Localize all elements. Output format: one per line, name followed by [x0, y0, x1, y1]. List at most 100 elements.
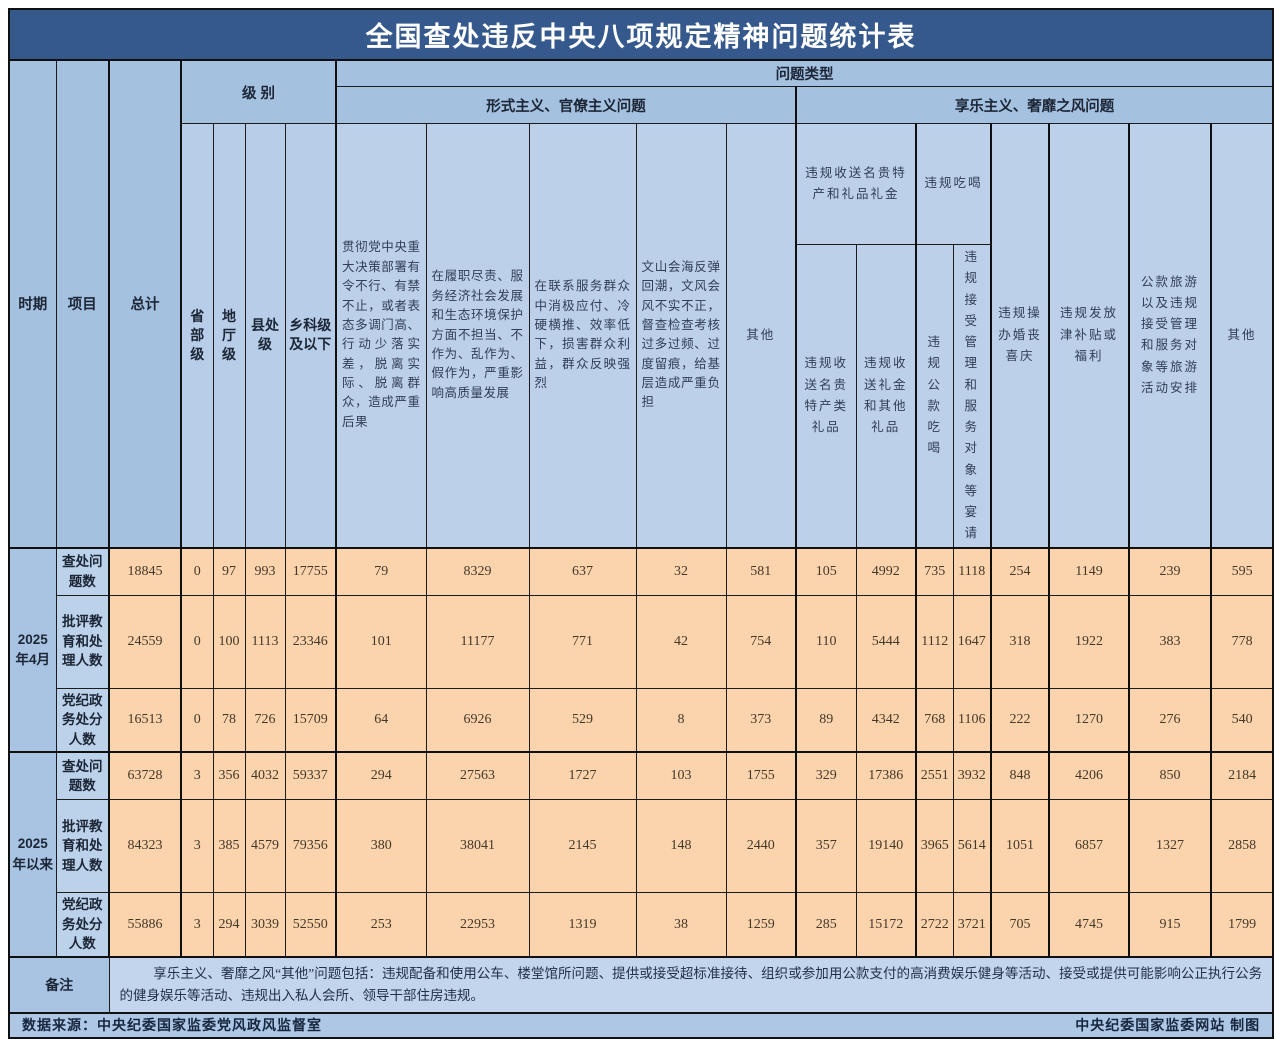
data-cell: 581	[725, 546, 797, 596]
data-cell: 3	[180, 751, 214, 801]
data-cell: 3039	[244, 892, 286, 958]
data-cell: 993	[244, 546, 286, 596]
data-cell: 3	[180, 892, 214, 958]
data-cell: 1149	[1048, 546, 1130, 596]
data-cell: 103	[635, 751, 727, 801]
data-cell: 294	[335, 751, 427, 801]
data-cell: 100	[212, 594, 246, 689]
data-cell: 27563	[425, 751, 530, 801]
data-cell: 6926	[425, 687, 530, 753]
data-cell: 79356	[284, 799, 337, 894]
data-cell: 18845	[108, 546, 182, 596]
data-cell: 357	[795, 799, 857, 894]
statistics-table: 全国查处违反中央八项规定精神问题统计表 时期 项目 总计 级 别 问题类型 形式…	[8, 8, 1275, 1039]
data-cell: 239	[1128, 546, 1212, 596]
data-cell: 285	[795, 892, 857, 958]
data-cell: 5444	[855, 594, 917, 689]
data-cell: 1727	[528, 751, 637, 801]
column-header-formalism-3: 在联系服务群众中消极应付、冷硬横推、效率低下，损害群众利益，群众反映强烈	[528, 123, 637, 548]
data-cell: 2184	[1209, 751, 1274, 801]
column-header-county-level: 县处级	[244, 123, 286, 548]
column-header-public-funds-dining: 违规公款吃喝	[915, 244, 954, 548]
column-header-formalism-2: 在履职尽责、服务经济社会发展和生态环境保护方面不担当、不作为、乱作为、假作为，严…	[425, 123, 530, 548]
data-cell: 11177	[425, 594, 530, 689]
data-cell: 4992	[855, 546, 917, 596]
data-cell: 1327	[1128, 799, 1212, 894]
data-cell: 2145	[528, 799, 637, 894]
data-cell: 17755	[284, 546, 337, 596]
data-cell: 848	[990, 751, 1050, 801]
data-cell: 1051	[990, 799, 1050, 894]
data-cell: 42	[635, 594, 727, 689]
data-cell: 52550	[284, 892, 337, 958]
column-group-formalism: 形式主义、官僚主义问题	[335, 86, 797, 124]
data-cell: 0	[180, 687, 214, 753]
data-cell: 24559	[108, 594, 182, 689]
data-cell: 735	[915, 546, 954, 596]
data-cell: 915	[1128, 892, 1212, 958]
column-group-level: 级 别	[180, 59, 337, 124]
data-cell: 705	[990, 892, 1050, 958]
data-cell: 1259	[725, 892, 797, 958]
data-cell: 771	[528, 594, 637, 689]
data-cell: 2551	[915, 751, 954, 801]
data-cell: 3932	[952, 751, 992, 801]
period-cell: 2025年以来	[8, 751, 57, 958]
data-cell: 0	[180, 594, 214, 689]
data-cell: 3965	[915, 799, 954, 894]
row-label: 党纪政务处分人数	[55, 687, 110, 753]
data-cell: 4342	[855, 687, 917, 753]
column-header-formalism-4: 文山会海反弹回潮，文风会风不实不正，督查检查考核过多过频、过度留痕，给基层造成严…	[635, 123, 727, 548]
data-source-text: 数据来源：中央纪委国家监委党风政风监督室	[22, 1017, 322, 1034]
data-cell: 32	[635, 546, 727, 596]
data-cell: 110	[795, 594, 857, 689]
data-cell: 3	[180, 799, 214, 894]
column-header-cash-gifts: 违规收送礼金和其他礼品	[855, 244, 917, 548]
data-cell: 55886	[108, 892, 182, 958]
data-cell: 38041	[425, 799, 530, 894]
data-cell: 540	[1209, 687, 1274, 753]
column-header-prefecture-level: 地厅级	[212, 123, 246, 548]
data-cell: 148	[635, 799, 727, 894]
data-cell: 2440	[725, 799, 797, 894]
column-header-specialty-gifts: 违规收送名贵特产类礼品	[795, 244, 857, 548]
data-cell: 1113	[244, 594, 286, 689]
column-group-dining: 违规吃喝	[915, 123, 992, 245]
data-cell: 1112	[915, 594, 954, 689]
data-cell: 1755	[725, 751, 797, 801]
column-header-public-travel: 公款旅游以及违规接受管理和服务对象等旅游活动安排	[1128, 123, 1212, 548]
data-cell: 63728	[108, 751, 182, 801]
data-cell: 19140	[855, 799, 917, 894]
data-cell: 373	[725, 687, 797, 753]
data-cell: 22953	[425, 892, 530, 958]
data-cell: 105	[795, 546, 857, 596]
column-header-banquet-invitations: 违规接受管理和服务对象等宴请	[952, 244, 992, 548]
data-cell: 318	[990, 594, 1050, 689]
data-cell: 1270	[1048, 687, 1130, 753]
data-cell: 1118	[952, 546, 992, 596]
data-cell: 23346	[284, 594, 337, 689]
data-cell: 3721	[952, 892, 992, 958]
data-cell: 2722	[915, 892, 954, 958]
note-text: 享乐主义、奢靡之风“其他”问题包括：违规配备和使用公车、楼堂馆所问题、提供或接受…	[108, 955, 1274, 1014]
note-label: 备注	[8, 955, 110, 1014]
chart-credit-text: 中央纪委国家监委网站 制图	[1075, 1017, 1261, 1034]
data-cell: 2858	[1209, 799, 1274, 894]
data-cell: 1319	[528, 892, 637, 958]
data-cell: 17386	[855, 751, 917, 801]
data-cell: 59337	[284, 751, 337, 801]
data-cell: 1799	[1209, 892, 1274, 958]
data-cell: 89	[795, 687, 857, 753]
column-header-hedonism-other: 其他	[1209, 123, 1274, 548]
data-cell: 15172	[855, 892, 917, 958]
data-cell: 78	[212, 687, 246, 753]
data-cell: 4745	[1048, 892, 1130, 958]
data-cell: 276	[1128, 687, 1212, 753]
data-cell: 97	[212, 546, 246, 596]
data-cell: 850	[1128, 751, 1212, 801]
data-cell: 79	[335, 546, 427, 596]
data-cell: 5614	[952, 799, 992, 894]
data-cell: 754	[725, 594, 797, 689]
row-label: 批评教育和处理人数	[55, 594, 110, 689]
row-label: 批评教育和处理人数	[55, 799, 110, 894]
